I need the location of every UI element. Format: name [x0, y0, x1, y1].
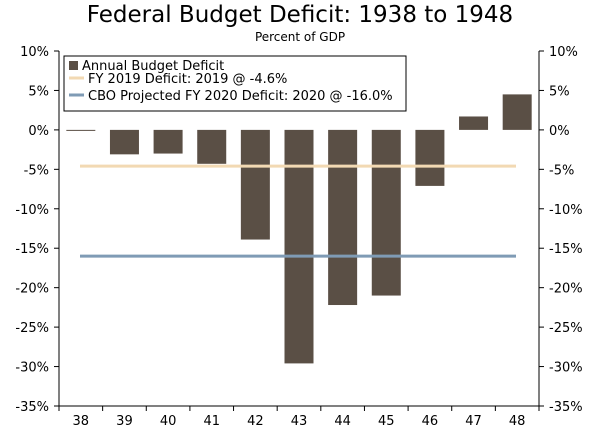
bar-44 — [328, 129, 358, 306]
bar-38 — [66, 129, 96, 131]
reference-lines-layer — [80, 164, 516, 258]
y-tick-label-left: -10% — [15, 203, 49, 218]
bar-39 — [109, 129, 139, 155]
axes-layer: 10% 10% 5% 5% 0% 0% -5% -5% -10% -10% -15% -15% -20%… — [15, 45, 582, 429]
y-tick-label-left: -30% — [15, 361, 49, 376]
chart-title: Federal Budget Deficit: 1938 to 1948 — [86, 2, 514, 28]
y-tick-label-left: -25% — [15, 321, 49, 336]
y-tick-label-right: -10% — [549, 203, 583, 218]
y-tick-label-right: -5% — [549, 163, 574, 178]
x-tick-label-41: 41 — [203, 414, 220, 429]
y-tick-label-left: -20% — [15, 282, 49, 297]
bar-40 — [153, 129, 183, 154]
bars-layer — [66, 94, 532, 364]
x-tick-label-39: 39 — [116, 414, 133, 429]
x-tick-label-38: 38 — [73, 414, 90, 429]
bar-45 — [371, 129, 401, 296]
y-tick-label-left: 10% — [20, 45, 49, 60]
y-tick-label-right: 5% — [549, 84, 570, 99]
y-tick-label-left: -15% — [15, 242, 49, 257]
y-tick-label-left: 5% — [28, 84, 49, 99]
x-tick-label-45: 45 — [378, 414, 395, 429]
x-tick-label-44: 44 — [334, 414, 351, 429]
x-tick-label-42: 42 — [247, 414, 264, 429]
x-tick-label-46: 46 — [422, 414, 439, 429]
y-tick-label-right: -30% — [549, 361, 583, 376]
y-tick-label-right: -25% — [549, 321, 583, 336]
bar-46 — [415, 129, 445, 186]
bar-42 — [240, 129, 270, 240]
x-tick-label-40: 40 — [160, 414, 177, 429]
bar-41 — [197, 129, 227, 164]
y-tick-label-right: -35% — [549, 400, 583, 415]
bar-48 — [502, 94, 532, 130]
legend-label-reference-1: FY 2019 Deficit: 2019 @ -4.6% — [88, 72, 287, 87]
legend-box — [63, 55, 407, 112]
x-tick-label-48: 48 — [509, 414, 526, 429]
y-tick-label-right: 10% — [549, 45, 578, 60]
y-tick-label-left: -5% — [24, 163, 49, 178]
legend-label-bars: Annual Budget Deficit — [82, 59, 224, 74]
x-tick-label-43: 43 — [291, 414, 308, 429]
legend-label-reference-2: CBO Projected FY 2020 Deficit: 2020 @ -1… — [88, 89, 393, 104]
bar-47 — [459, 116, 489, 130]
y-tick-label-right: 0% — [549, 124, 570, 139]
bar-43 — [284, 129, 314, 364]
y-tick-label-left: -35% — [15, 400, 49, 415]
legend-swatch-bars — [69, 61, 78, 70]
y-tick-label-left: 0% — [28, 124, 49, 139]
chart-subtitle: Percent of GDP — [254, 30, 346, 44]
y-tick-label-right: -15% — [549, 242, 583, 257]
y-tick-label-right: -20% — [549, 282, 583, 297]
x-tick-label-47: 47 — [465, 414, 482, 429]
